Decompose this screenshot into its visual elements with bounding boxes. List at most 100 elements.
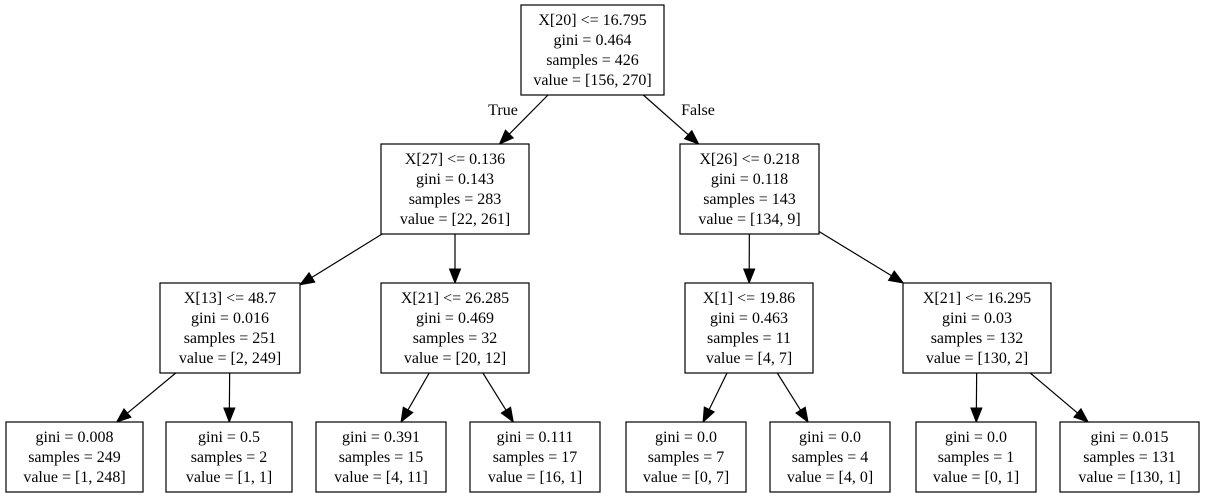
edge-arrowhead: [400, 406, 414, 424]
tree-node-n11: gini = 0.0 samples = 7 value = [0, 7]: [625, 421, 747, 493]
tree-edge-n5-n11: [702, 372, 728, 424]
tree-edge-n5-n12: [776, 372, 809, 424]
edge-arrowhead: [498, 129, 515, 145]
node-line: value = [130, 1]: [1078, 469, 1180, 486]
node-line: gini = 0.143: [416, 171, 494, 188]
node-line: value = [20, 12]: [404, 350, 506, 367]
tree-node-n10: gini = 0.111 samples = 17 value = [16, 1]: [469, 421, 601, 493]
tree-edge-n0-n2: False: [642, 94, 715, 145]
edge-line: [708, 372, 728, 410]
edge-arrowhead: [223, 407, 236, 424]
tree-edge-n6-n13: [970, 372, 983, 424]
node-box: [5, 421, 144, 493]
node-line: gini = 0.015: [1091, 429, 1169, 446]
node-line: gini = 0.016: [191, 310, 269, 327]
node-box: [1059, 421, 1200, 493]
node-line: X[26] <= 0.218: [699, 151, 799, 168]
node-line: X[27] <= 0.136: [405, 151, 505, 168]
tree-edge-n1-n3: [298, 233, 383, 286]
tree-node-n8: gini = 0.5 samples = 2 value = [1, 1]: [165, 421, 293, 493]
node-line: samples = 4: [792, 449, 869, 466]
edge-line: [482, 372, 507, 411]
node-line: gini = 0.0: [655, 429, 717, 446]
node-line: value = [130, 2]: [926, 350, 1028, 367]
nodes-layer: X[20] <= 16.795 gini = 0.464 samples = 426…: [5, 4, 1200, 493]
node-line: samples = 251: [184, 330, 277, 347]
node-line: X[1] <= 19.86: [703, 290, 795, 307]
tree-edge-n4-n10: [482, 372, 515, 424]
tree-edge-n6-n14: [1029, 372, 1090, 423]
node-box: [159, 282, 301, 374]
node-line: samples = 7: [648, 449, 725, 466]
node-line: value = [1, 248]: [23, 469, 125, 486]
node-line: gini = 0.03: [942, 310, 1012, 327]
edge-line: [776, 372, 802, 411]
tree-node-n14: gini = 0.015 samples = 131 value = [130, 1…: [1059, 421, 1200, 493]
node-line: samples = 15: [339, 449, 424, 466]
node-line: value = [4, 0]: [787, 469, 873, 486]
edge-arrowhead: [887, 270, 905, 284]
node-line: value = [16, 1]: [488, 469, 582, 486]
node-line: gini = 0.5: [198, 429, 260, 446]
node-line: samples = 1: [938, 449, 1015, 466]
node-line: value = [134, 9]: [698, 211, 800, 228]
edge-arrowhead: [970, 407, 983, 424]
node-line: gini = 0.0: [799, 429, 861, 446]
edge-arrowhead: [1073, 407, 1090, 423]
tree-edge-n1-n4: [448, 234, 462, 285]
node-box: [469, 421, 601, 493]
node-line: value = [1, 1]: [186, 469, 272, 486]
tree-edge-n3-n7: [115, 372, 177, 423]
node-line: samples = 143: [703, 191, 796, 208]
node-line: samples = 249: [28, 449, 121, 466]
node-box: [625, 421, 747, 493]
edge-line: [818, 230, 892, 277]
node-box: [902, 282, 1052, 374]
node-box: [165, 421, 293, 493]
tree-node-n1: X[27] <= 0.136 gini = 0.143 samples = 283 v…: [380, 143, 530, 235]
tree-edge-n4-n9: [400, 372, 430, 424]
node-line: gini = 0.111: [497, 429, 574, 446]
node-line: gini = 0.463: [710, 310, 788, 327]
node-line: samples = 283: [409, 191, 502, 208]
edge-line: [508, 94, 549, 135]
edge-line: [642, 94, 689, 136]
tree-edge-n3-n8: [223, 372, 236, 424]
tree-node-n3: X[13] <= 48.7 gini = 0.016 samples = 251 va…: [159, 282, 301, 374]
node-line: gini = 0.008: [36, 429, 114, 446]
node-line: value = [0, 7]: [643, 469, 729, 486]
node-line: X[21] <= 26.285: [401, 290, 509, 307]
edge-arrowhead: [298, 271, 316, 286]
edge-arrowhead: [683, 129, 700, 145]
node-line: value = [2, 249]: [179, 350, 281, 367]
node-line: X[21] <= 16.295: [923, 290, 1031, 307]
tree-node-n6: X[21] <= 16.295 gini = 0.03 samples = 132 v…: [902, 282, 1052, 374]
node-box: [769, 421, 891, 493]
node-line: gini = 0.0: [945, 429, 1007, 446]
node-line: samples = 17: [493, 449, 578, 466]
node-box: [380, 143, 530, 235]
tree-node-n7: gini = 0.008 samples = 249 value = [1, 248…: [5, 421, 144, 493]
tree-node-n4: X[21] <= 26.285 gini = 0.469 samples = 32 v…: [380, 282, 530, 374]
node-line: gini = 0.464: [554, 32, 632, 49]
node-box: [684, 282, 814, 374]
node-line: samples = 131: [1083, 449, 1176, 466]
tree-node-n5: X[1] <= 19.86 gini = 0.463 samples = 11 val…: [684, 282, 814, 374]
edge-arrowhead: [500, 406, 515, 424]
node-line: value = [22, 261]: [400, 211, 510, 228]
edge-line: [127, 372, 177, 414]
edge-arrowhead: [742, 268, 756, 285]
tree-node-n2: X[26] <= 0.218 gini = 0.118 samples = 143 v…: [679, 143, 820, 235]
tree-node-n12: gini = 0.0 samples = 4 value = [4, 0]: [769, 421, 891, 493]
node-box: [520, 4, 665, 96]
edge-label-false: False: [681, 102, 715, 119]
edge-label-true: True: [488, 102, 518, 119]
edges-layer: True False: [115, 94, 1090, 424]
tree-edge-n2-n5: [742, 233, 756, 285]
node-line: value = [4, 11]: [334, 469, 428, 486]
edge-arrowhead: [702, 406, 716, 424]
tree-edge-n0-n1: True: [488, 94, 549, 145]
node-box: [915, 421, 1037, 493]
node-line: samples = 426: [546, 52, 639, 69]
